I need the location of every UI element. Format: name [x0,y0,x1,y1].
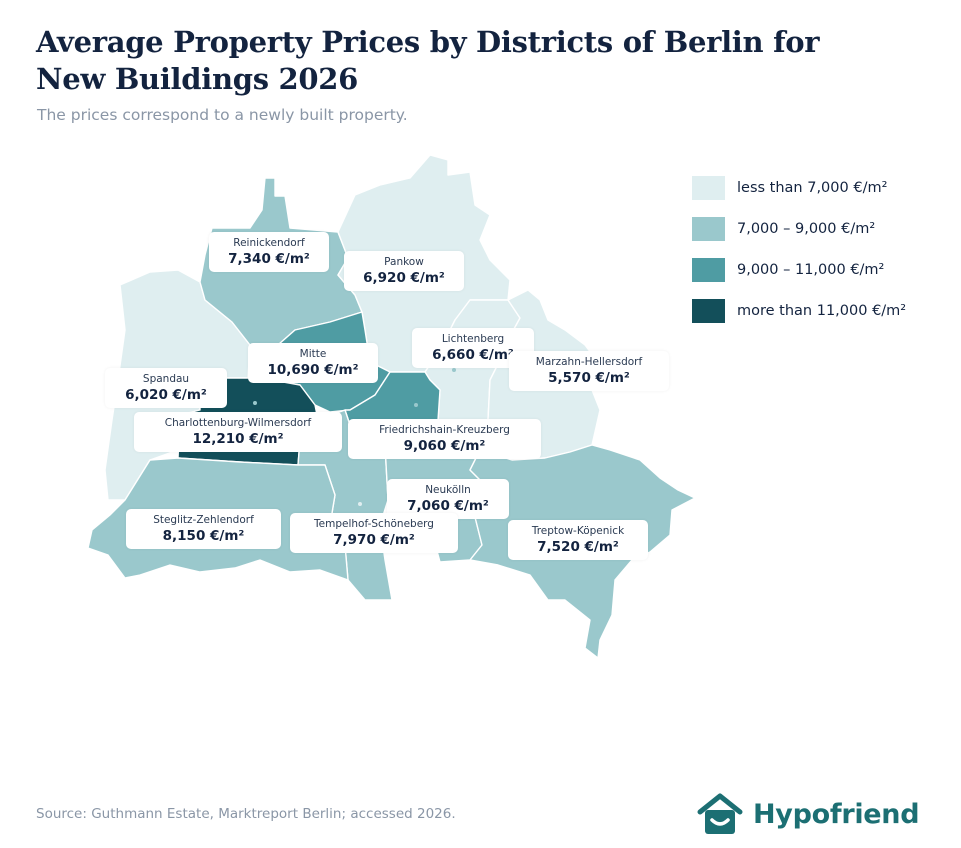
legend-label: more than 11,000 €/m² [737,303,907,319]
district-price: 7,970 €/m² [333,532,415,548]
district-price: 5,570 €/m² [548,370,630,386]
district-price: 7,520 €/m² [537,539,619,555]
district-price: 7,060 €/m² [407,498,489,514]
district-price: 12,210 €/m² [192,431,284,447]
district-label-treptow-koepenick: Treptow-Köpenick 7,520 €/m² [508,520,648,560]
district-label-neukoelln: Neukölln 7,060 €/m² [387,479,509,519]
district-label-spandau: Spandau 6,020 €/m² [105,368,227,408]
district-label-charlottenburg-wilmersdorf: Charlottenburg-Wilmersdorf 12,210 €/m² [134,412,342,452]
legend-item: 7,000 – 9,000 €/m² [692,217,906,241]
district-name: Treptow-Köpenick [531,525,625,537]
legend-item: 9,000 – 11,000 €/m² [692,258,906,282]
legend-swatch [692,217,725,241]
legend-swatch [692,258,725,282]
district-label-marzahn-hellersdorf: Marzahn-Hellersdorf 5,570 €/m² [509,351,669,391]
page-subtitle: The prices correspond to a newly built p… [37,106,408,124]
district-price: 9,060 €/m² [403,438,486,454]
district-price: 6,660 €/m² [432,347,514,363]
district-price: 8,150 €/m² [162,528,245,544]
legend: less than 7,000 €/m² 7,000 – 9,000 €/m² … [692,176,906,340]
marker-dot-charlottenburg [253,401,257,405]
legend-swatch [692,299,725,323]
district-price: 6,920 €/m² [363,270,445,286]
legend-item: less than 7,000 €/m² [692,176,906,200]
brand-name: Hypofriend [753,798,920,830]
legend-item: more than 11,000 €/m² [692,299,906,323]
source-note: Source: Guthmann Estate, Marktreport Ber… [36,806,456,822]
district-name: Marzahn-Hellersdorf [535,356,643,368]
house-smile-icon [697,793,743,834]
marker-dot-tempelhof [358,502,362,506]
district-name: Steglitz-Zehlendorf [153,514,254,526]
marker-dot-lichtenberg [452,368,456,372]
marker-dot-friedrichshain [414,403,418,407]
district-label-steglitz-zehlendorf: Steglitz-Zehlendorf 8,150 €/m² [126,509,281,549]
brand-logo[interactable]: Hypofriend [697,792,920,836]
district-name: Friedrichshain-Kreuzberg [379,424,510,436]
district-name: Lichtenberg [441,333,505,345]
district-name: Spandau [142,373,190,385]
district-label-mitte: Mitte 10,690 €/m² [248,343,378,383]
district-price: 7,340 €/m² [228,251,310,267]
district-name: Neukölln [425,484,471,496]
district-price: 10,690 €/m² [267,362,359,378]
legend-label: 7,000 – 9,000 €/m² [737,221,876,237]
page-title: Average Property Prices by Districts of … [36,25,820,96]
district-name: Mitte [299,348,327,360]
district-name: Tempelhof-Schöneberg [314,518,434,530]
legend-swatch [692,176,725,200]
district-name: Reinickendorf [233,237,305,249]
district-price: 6,020 €/m² [125,387,207,403]
district-label-pankow: Pankow 6,920 €/m² [344,251,464,291]
district-label-reinickendorf: Reinickendorf 7,340 €/m² [209,232,329,272]
district-name: Charlottenburg-Wilmersdorf [164,417,312,429]
district-label-friedrichshain-kreuzberg: Friedrichshain-Kreuzberg 9,060 €/m² [348,419,541,459]
legend-label: less than 7,000 €/m² [737,180,888,196]
legend-label: 9,000 – 11,000 €/m² [737,262,885,278]
district-label-tempelhof-schoeneberg: Tempelhof-Schöneberg 7,970 €/m² [290,513,458,553]
district-name: Pankow [384,256,424,268]
